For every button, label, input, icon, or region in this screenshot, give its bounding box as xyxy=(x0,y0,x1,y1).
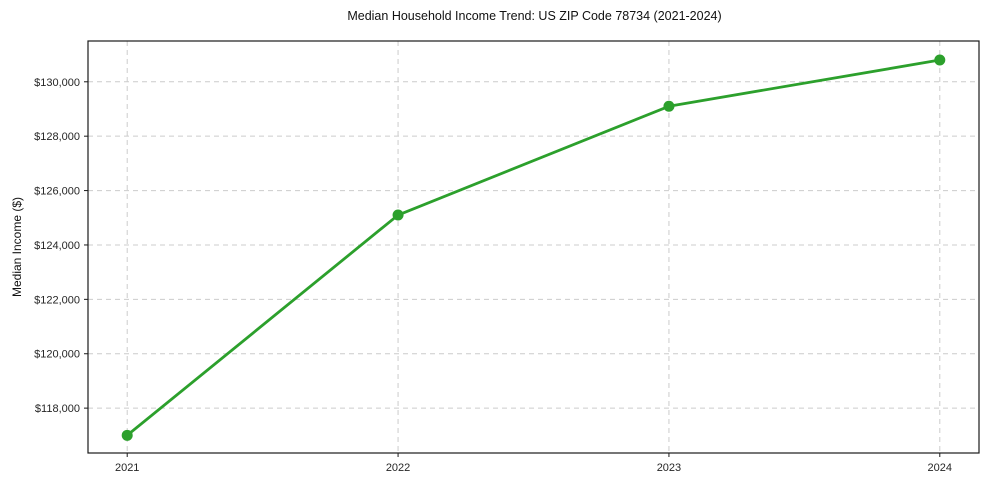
chart-title: Median Household Income Trend: US ZIP Co… xyxy=(347,9,722,23)
data-point-marker xyxy=(663,100,675,112)
data-point-marker xyxy=(934,54,946,66)
y-tick-label: $126,000 xyxy=(34,186,80,198)
y-axis-label: Median Income ($) xyxy=(10,196,24,298)
series-line xyxy=(125,58,942,437)
data-point-marker xyxy=(121,429,133,441)
y-tick-label: $118,000 xyxy=(35,403,80,415)
plot-border xyxy=(87,40,980,454)
x-tick-label: 2021 xyxy=(115,462,139,474)
data-point-marker xyxy=(392,209,404,221)
y-tick-label: $122,000 xyxy=(34,294,80,306)
y-tick-label: $130,000 xyxy=(34,77,80,89)
y-tick-label: $120,000 xyxy=(34,349,80,361)
y-tick-label: $128,000 xyxy=(34,131,80,143)
x-tick-label: 2024 xyxy=(928,462,952,474)
x-tick-label: 2022 xyxy=(386,462,410,474)
x-tick-label: 2023 xyxy=(657,462,681,474)
y-tick-label: $124,000 xyxy=(34,240,80,252)
